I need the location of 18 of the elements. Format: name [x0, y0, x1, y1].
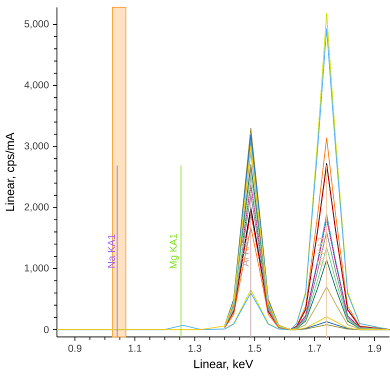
ref-line-label: Na KA1 [108, 234, 115, 268]
x-tick-label: 1.1 [128, 345, 142, 352]
ref-line-label: Si KA1 [317, 236, 324, 266]
y-tick-label: 2,000 [24, 204, 49, 212]
x-tick-label: 1.5 [248, 345, 262, 352]
y-tick-label: 0 [44, 326, 49, 334]
x-tick-label: 1.9 [368, 345, 382, 352]
y-tick-label: 5,000 [24, 20, 49, 29]
x-tick-label: 1.3 [188, 345, 202, 352]
ref-line-label: Al KA1 [241, 236, 249, 267]
x-axis-title: Linear, keV [194, 360, 254, 370]
x-tick-label: 1.7 [308, 345, 322, 352]
y-tick-label: 4,000 [24, 82, 49, 90]
y-tick-label: 3,000 [24, 142, 49, 151]
y-axis-title: Linear, cps/mA [5, 132, 17, 212]
x-tick-label: 0.9 [68, 345, 82, 352]
y-tick-label: 1,000 [24, 264, 49, 273]
ref-line-label: Mg KA1 [170, 234, 179, 268]
